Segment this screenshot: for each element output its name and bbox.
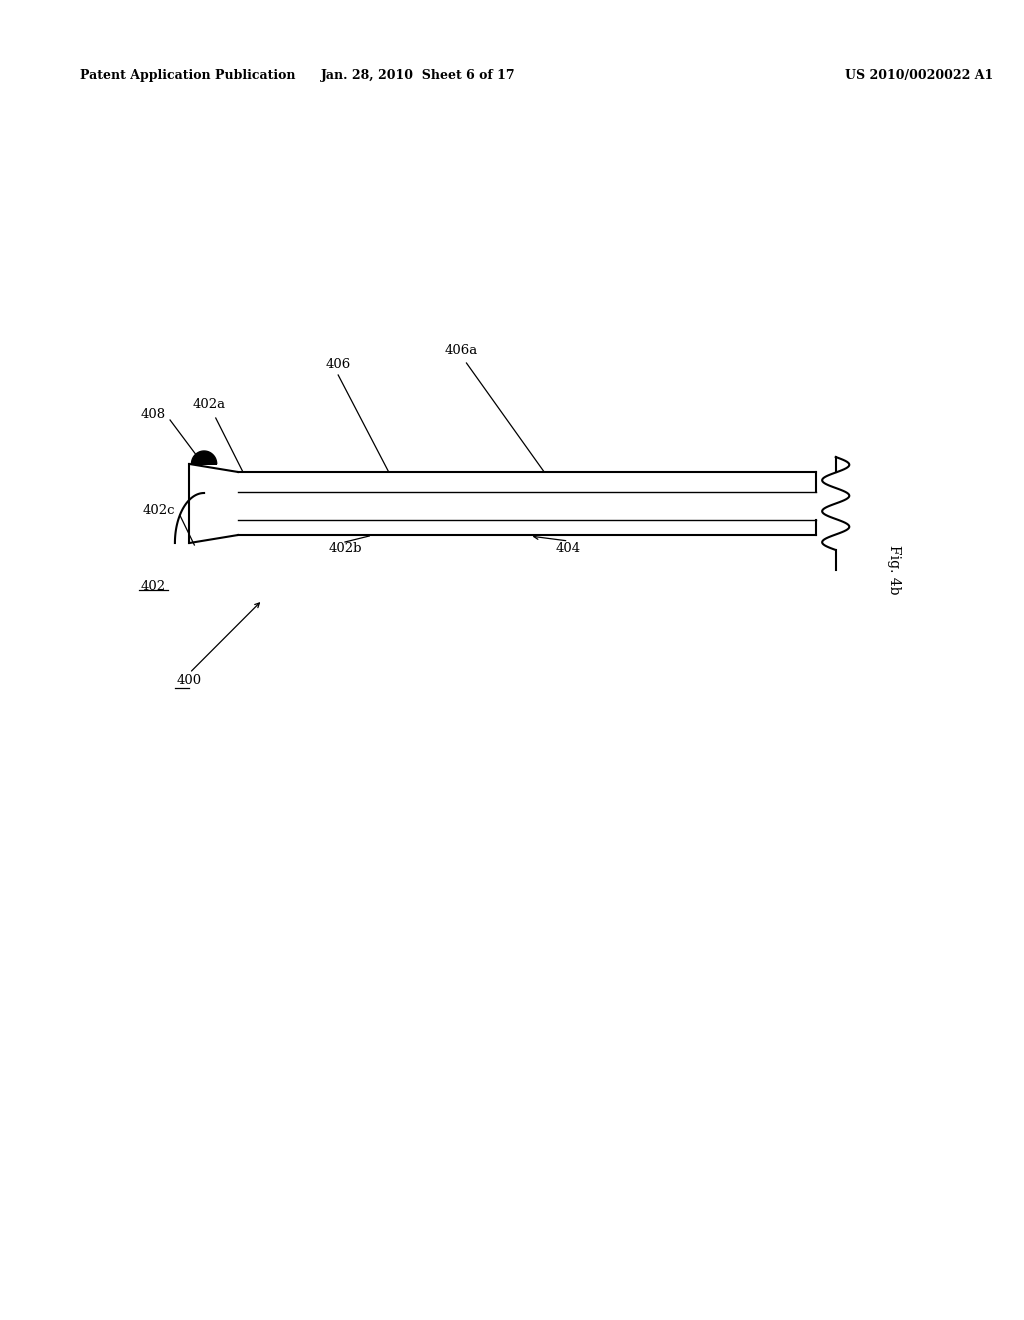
Text: Jan. 28, 2010  Sheet 6 of 17: Jan. 28, 2010 Sheet 6 of 17 bbox=[321, 69, 515, 82]
Text: 408: 408 bbox=[141, 408, 166, 421]
Text: 402a: 402a bbox=[193, 399, 225, 412]
Text: Fig. 4b: Fig. 4b bbox=[887, 545, 901, 595]
Text: 406a: 406a bbox=[445, 343, 478, 356]
Text: 404: 404 bbox=[556, 541, 581, 554]
Text: US 2010/0020022 A1: US 2010/0020022 A1 bbox=[846, 69, 993, 82]
Text: 406: 406 bbox=[326, 359, 351, 371]
Polygon shape bbox=[191, 451, 217, 465]
Text: Patent Application Publication: Patent Application Publication bbox=[80, 69, 295, 82]
Text: 402c: 402c bbox=[142, 503, 175, 516]
Text: 400: 400 bbox=[177, 673, 202, 686]
Text: 402b: 402b bbox=[329, 541, 361, 554]
Text: 402: 402 bbox=[141, 579, 166, 593]
